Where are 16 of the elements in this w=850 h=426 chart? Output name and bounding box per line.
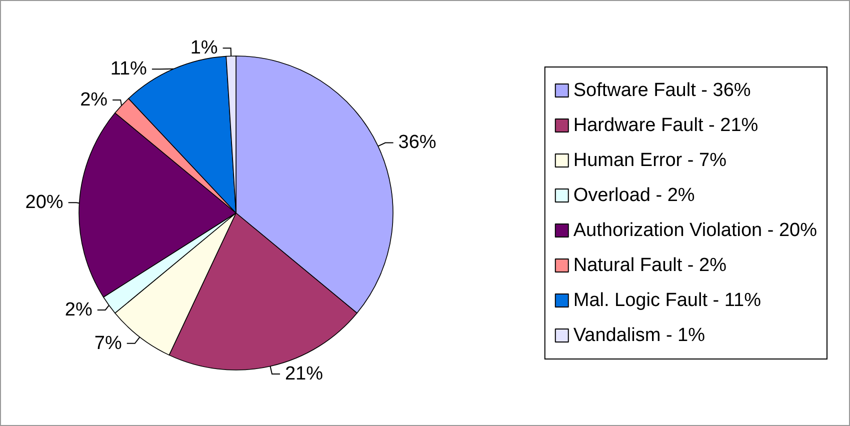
data-label: 21% xyxy=(284,364,324,385)
legend-label: Hardware Fault - 21% xyxy=(573,115,758,136)
data-label: 1% xyxy=(190,38,218,59)
data-label: 20% xyxy=(25,192,64,214)
data-label: 7% xyxy=(94,332,122,354)
data-label: 2% xyxy=(64,299,92,320)
legend-label: Authorization Violation - 20% xyxy=(573,220,818,241)
data-label: 2% xyxy=(80,90,108,111)
legend-label: Natural Fault - 2% xyxy=(573,255,727,276)
legend-label: Mal. Logic Fault - 11% xyxy=(573,290,762,311)
legend-label: Software Fault - 36% xyxy=(573,80,751,101)
legend-label: Human Error - 7% xyxy=(573,150,727,171)
legend-label: Overload - 2% xyxy=(573,185,695,206)
data-label: 36% xyxy=(398,132,436,154)
data-label: 11% xyxy=(110,58,148,80)
legend-label: Vandalism - 1% xyxy=(573,325,706,346)
